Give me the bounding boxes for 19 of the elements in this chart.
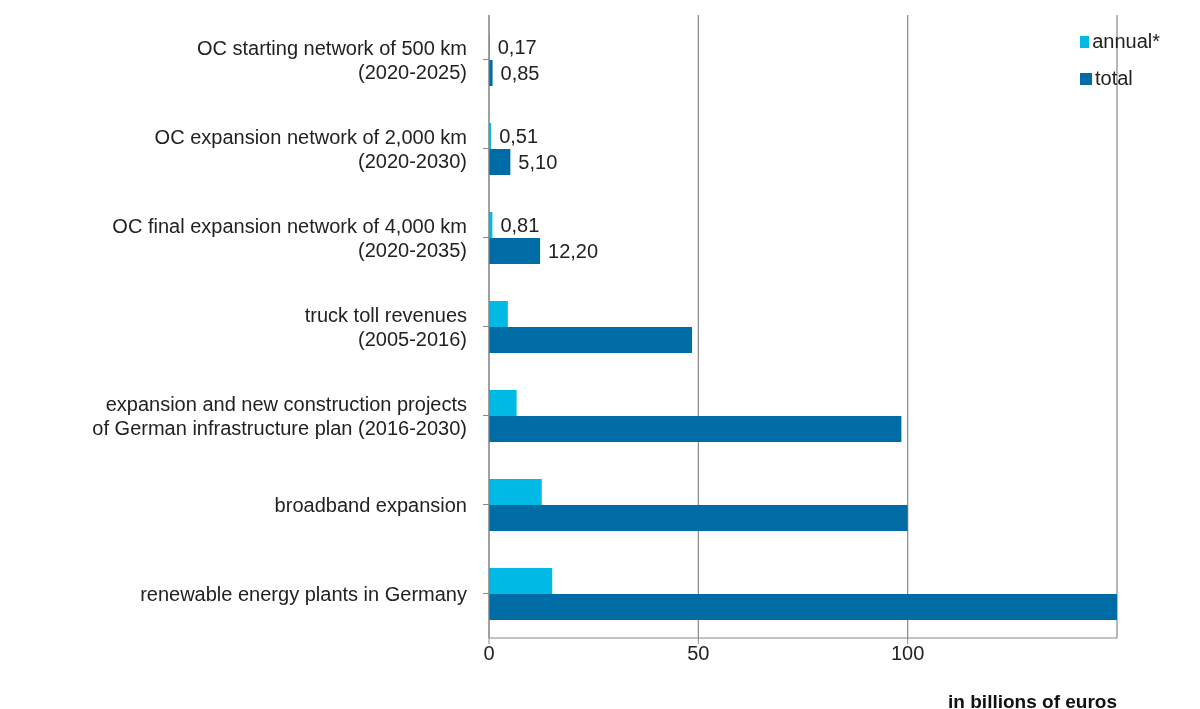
- y-tick-label: OC expansion network of 2,000 km (2020-2030): [154, 125, 467, 172]
- y-tick-label: OC starting network of 500 km (2020-2025): [196, 36, 467, 83]
- y-tick-label: broadband expansion: [274, 493, 467, 516]
- data-label: 12,20: [548, 240, 599, 262]
- legend-label: total: [1095, 67, 1133, 90]
- x-tick-label: 100: [890, 642, 925, 665]
- y-tick-label: OC final expansion network of 4,000 km (2020-2035): [112, 214, 467, 261]
- legend-label: annual*: [1092, 30, 1160, 53]
- data-label: 0,51: [499, 125, 539, 147]
- x-tick-label: 50: [687, 642, 710, 665]
- x-tick-label: 0: [483, 642, 495, 665]
- x-axis-title: in billions of euros: [948, 691, 1117, 709]
- data-label: 0,17: [497, 36, 537, 58]
- data-label: 0,85: [500, 62, 540, 84]
- y-tick-label: truck toll revenues (2005-2016): [304, 303, 467, 350]
- y-tick-label: renewable energy plants in Germany: [140, 582, 467, 605]
- data-label: 0,81: [500, 214, 540, 236]
- data-label: 5,10: [518, 151, 558, 173]
- y-tick-label: expansion and new construction projects of German infrastructure plan (2016-2030): [92, 392, 467, 439]
